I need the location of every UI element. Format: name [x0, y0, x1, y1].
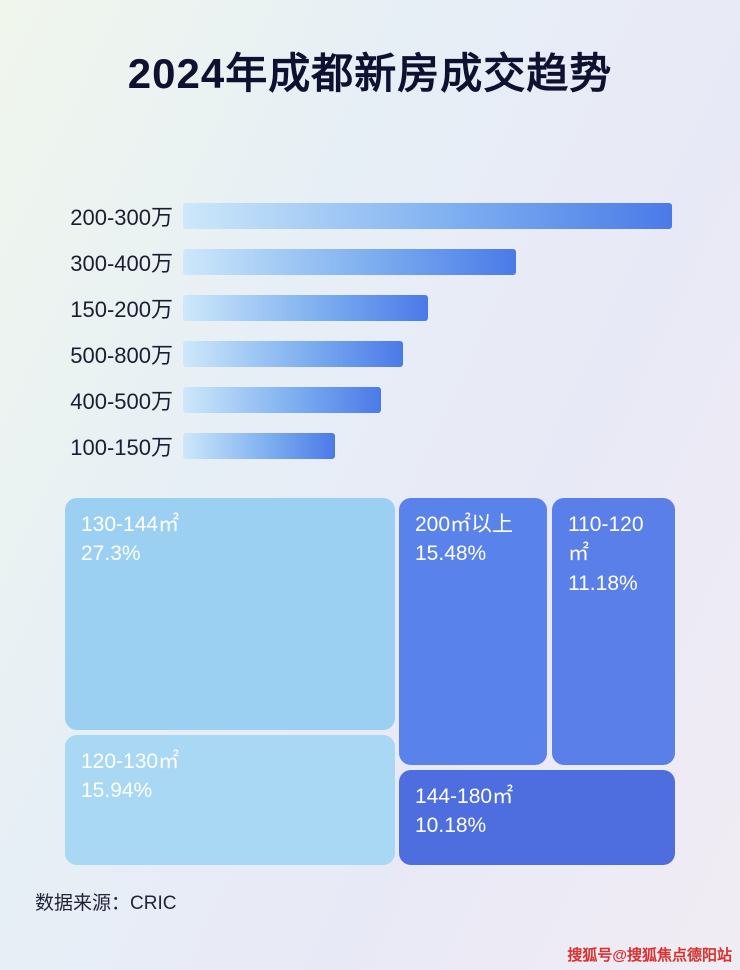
bar-row: 200-300万 [55, 203, 672, 230]
bar-track [183, 249, 672, 275]
price-range-bar-chart: 200-300万 300-400万 150-200万 500-800万 400-500万… [55, 203, 672, 460]
treemap-cell: 120-130㎡ 15.94% [65, 735, 395, 865]
bar-category-label: 100-150万 [70, 435, 173, 460]
bar [183, 341, 404, 367]
page-title: 2024年成都新房成交趋势 [127, 50, 613, 97]
bar-category-label: 500-800万 [70, 343, 173, 368]
treemap-cell-label: 200㎡以上 [415, 513, 514, 536]
bar-category-label: 300-400万 [70, 251, 173, 276]
bar-category-label: 150-200万 [70, 297, 173, 322]
bar-track [183, 433, 672, 459]
bar-row: 300-400万 [55, 249, 672, 276]
bar-row: 100-150万 [55, 433, 672, 460]
bar-track [183, 387, 672, 413]
bar-category-label: 200-300万 [70, 205, 173, 230]
bar-track [183, 203, 672, 229]
treemap-cell-label: 144-180㎡ [415, 785, 514, 808]
treemap-cell-value: 27.3% [81, 542, 141, 566]
treemap-cell-label: 120-130㎡ [81, 750, 180, 773]
treemap-cell-value: 15.94% [81, 779, 153, 803]
treemap-cell-value: 10.18% [415, 814, 487, 838]
bar-track [183, 295, 672, 321]
bar-row: 500-800万 [55, 341, 672, 368]
bar-track [183, 341, 672, 367]
treemap-cell-label: 110-120㎡ [568, 513, 644, 566]
treemap-cell: 110-120㎡ 11.18% [552, 498, 675, 765]
bar [183, 295, 428, 321]
treemap-cell-label: 130-144㎡ [81, 513, 180, 536]
treemap-cell: 144-180㎡ 10.18% [399, 770, 675, 865]
bar [183, 433, 335, 459]
treemap-cell-value: 15.48% [415, 542, 487, 566]
area-share-treemap: 130-144㎡ 27.3% 120-130㎡ 15.94% 200㎡以上 15.48% 1… [65, 498, 675, 865]
watermark-text: 搜狐号@搜狐焦点德阳站 [567, 947, 732, 964]
bar-row: 400-500万 [55, 387, 672, 414]
bar-category-label: 400-500万 [70, 389, 173, 414]
bar [183, 203, 672, 229]
treemap-cell: 200㎡以上 15.48% [399, 498, 547, 765]
bar-row: 150-200万 [55, 295, 672, 322]
bar [183, 387, 382, 413]
treemap-cell: 130-144㎡ 27.3% [65, 498, 395, 730]
bar [183, 249, 516, 275]
treemap-cell-value: 11.18% [568, 571, 638, 595]
data-source-label: 数据来源：CRIC [35, 893, 177, 914]
